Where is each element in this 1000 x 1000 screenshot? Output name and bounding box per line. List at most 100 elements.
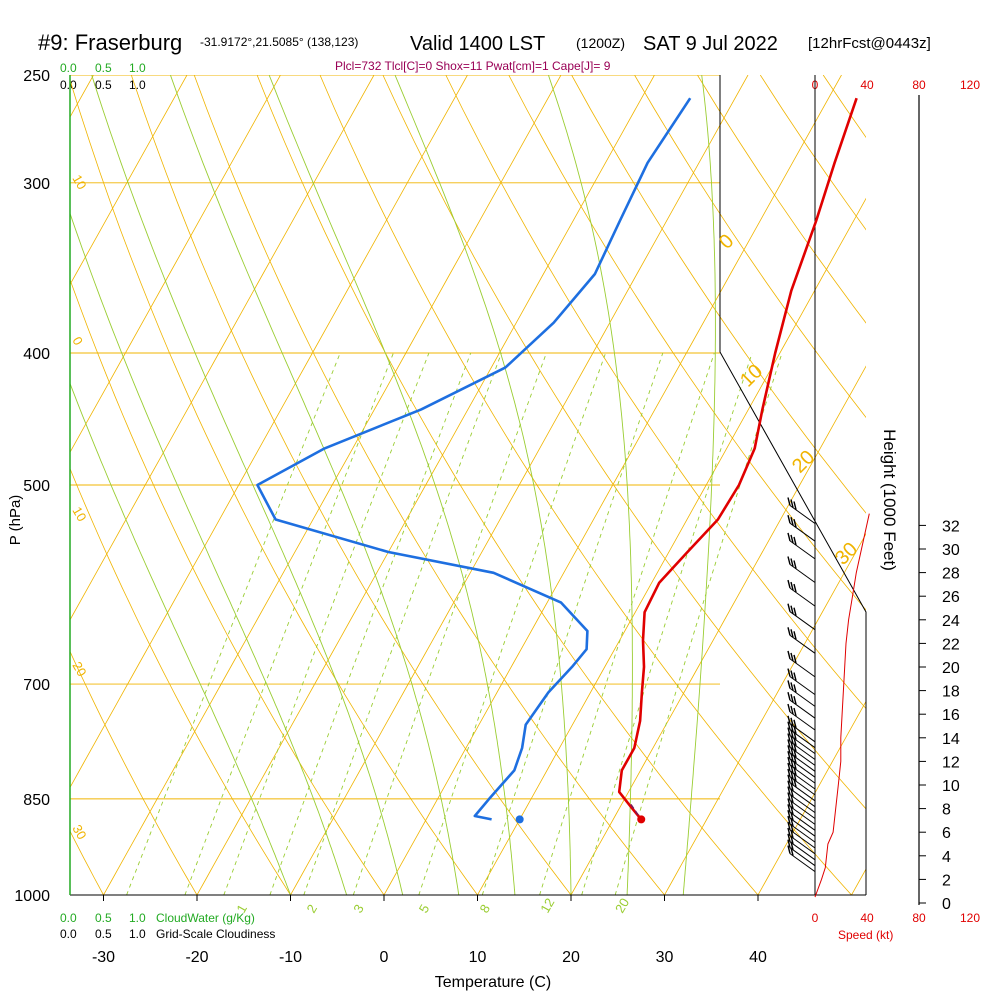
wind-barb-shaft [789,752,816,772]
wind-barb-shaft [789,723,816,743]
wind-barb-shaft [789,853,816,873]
isotherm-edge-label: 30 [69,822,89,842]
height-tick-label: 4 [942,849,951,866]
isotherm-line [103,75,562,895]
valid-date: SAT 9 Jul 2022 [643,33,778,55]
wind-barb-shaft [789,764,816,784]
height-tick-label: 10 [942,778,960,795]
zulu-time: (1200Z) [576,35,625,51]
wind-barb-shaft [789,676,816,696]
isotherm-line [290,75,749,895]
temperature-tick-label: 30 [656,949,674,966]
wind-barb-shaft [789,746,816,766]
height-tick-label: 14 [942,731,960,748]
speed-top-label-3: 120 [960,78,980,92]
isotherm-line [196,75,655,895]
wind-barb-feather [793,696,797,705]
speed-bottom-label-1: 40 [860,911,874,925]
wind-barb-feather [787,627,791,636]
wind-barb-feather [787,692,791,701]
speed-scale-top: 0 40 80 120 [812,78,981,92]
mixing-ratio-line [269,352,472,895]
wind-barb-feather [787,650,791,660]
wind-barb-shaft [789,587,816,607]
wind-barb-feather [790,605,794,614]
wind-barb [787,668,816,696]
height-tick-label: 8 [942,802,951,819]
cloud-water-label: CloudWater (g/Kg) [156,911,255,925]
dry-adiabat-line [382,75,866,810]
surface-dewpoint-dot [515,815,524,824]
dry-adiabat-line [130,75,572,895]
wind-barb-shaft [789,564,816,583]
wind-barbs [787,497,816,873]
wind-barb-feather [790,581,794,591]
wind-barb-shaft [789,847,816,867]
cloud-top-label-2: 1.0 [129,61,146,75]
moist-adiabat-line [169,75,460,895]
wind-barb-feather [787,733,791,742]
wind-speed-panel [814,513,870,898]
isotherm-line [757,700,866,895]
mixing-ratio-line [223,352,430,895]
wind-barb-feather [787,756,791,766]
wind-barb-shaft [789,634,816,654]
pressure-tick-label: 700 [23,677,50,694]
moist-adiabat-line [91,75,404,895]
cloudiness-label: Grid-Scale Cloudiness [156,927,275,941]
wind-barb-feather [793,631,797,640]
wind-barb-feather [793,607,797,616]
parcel-trace [630,803,642,820]
temperature-tick-label: 10 [469,949,487,966]
dry-adiabat-line [445,75,866,710]
speed-bottom-label-2: 80 [912,911,926,925]
cloud-scale-bottom: 0.0 0.5 1.0 CloudWater (g/Kg) 0.0 0.5 1.… [60,911,275,941]
dry-adiabat-line [70,78,478,895]
wind-barb-feather [793,707,797,717]
wind-barb-feather [787,515,791,524]
height-tick-label: 16 [942,707,960,724]
wind-barb-feather [787,703,791,713]
wind-barb [787,715,816,743]
wind-barb-shaft [789,611,816,631]
cloud-bottom-label-1: 0.5 [95,911,112,925]
isotherm-line [70,75,281,454]
pressure-tick-label: 250 [23,68,50,85]
wind-barb-feather [787,680,791,689]
wind-barb-shaft [789,758,816,778]
dry-adiabat-line [0,75,10,895]
wind-barb [787,627,816,654]
cloud-bottom-label-2: 1.0 [129,911,146,925]
cloud-bottom-label-0: 0.0 [60,911,77,925]
moist-adiabat-line [682,75,716,895]
station-coords: -31.9172°,21.5085° (138,123) [200,35,358,49]
wind-barb [787,556,816,583]
isotherm-edge-label: 0 [69,334,86,348]
cloudiness-top-label-1: 0.5 [95,78,112,92]
wind-barb-feather [790,694,794,703]
wind-barb-feather [787,532,791,542]
wind-barb-feather [787,727,791,736]
moist-adiabat-line [70,382,291,895]
wind-barb-feather [790,670,794,679]
cloudiness-top-label-2: 1.0 [129,78,146,92]
wind-barb-feather [787,668,791,677]
dry-adiabat-label: 10 [736,360,767,391]
height-tick-label: 24 [942,613,960,630]
wind-barb-shaft [789,805,816,825]
wind-barb-feather [787,845,791,854]
wind-barb-shaft [789,658,816,678]
wind-barb-feather [790,652,794,662]
height-tick-label: 6 [942,825,951,842]
y-axis-title: P (hPa) [7,495,24,546]
temperature-line [617,97,858,821]
mixing-ratio-line [418,352,607,895]
dry-adiabat-line [949,75,1000,895]
dry-adiabat-label: 0 [715,230,738,253]
wind-barb [787,703,816,731]
cloudiness-bottom-label-0: 0.0 [60,927,77,941]
wind-barb-feather [790,517,794,526]
wind-barb-feather [787,839,791,848]
wind-barb-feather [790,705,794,715]
